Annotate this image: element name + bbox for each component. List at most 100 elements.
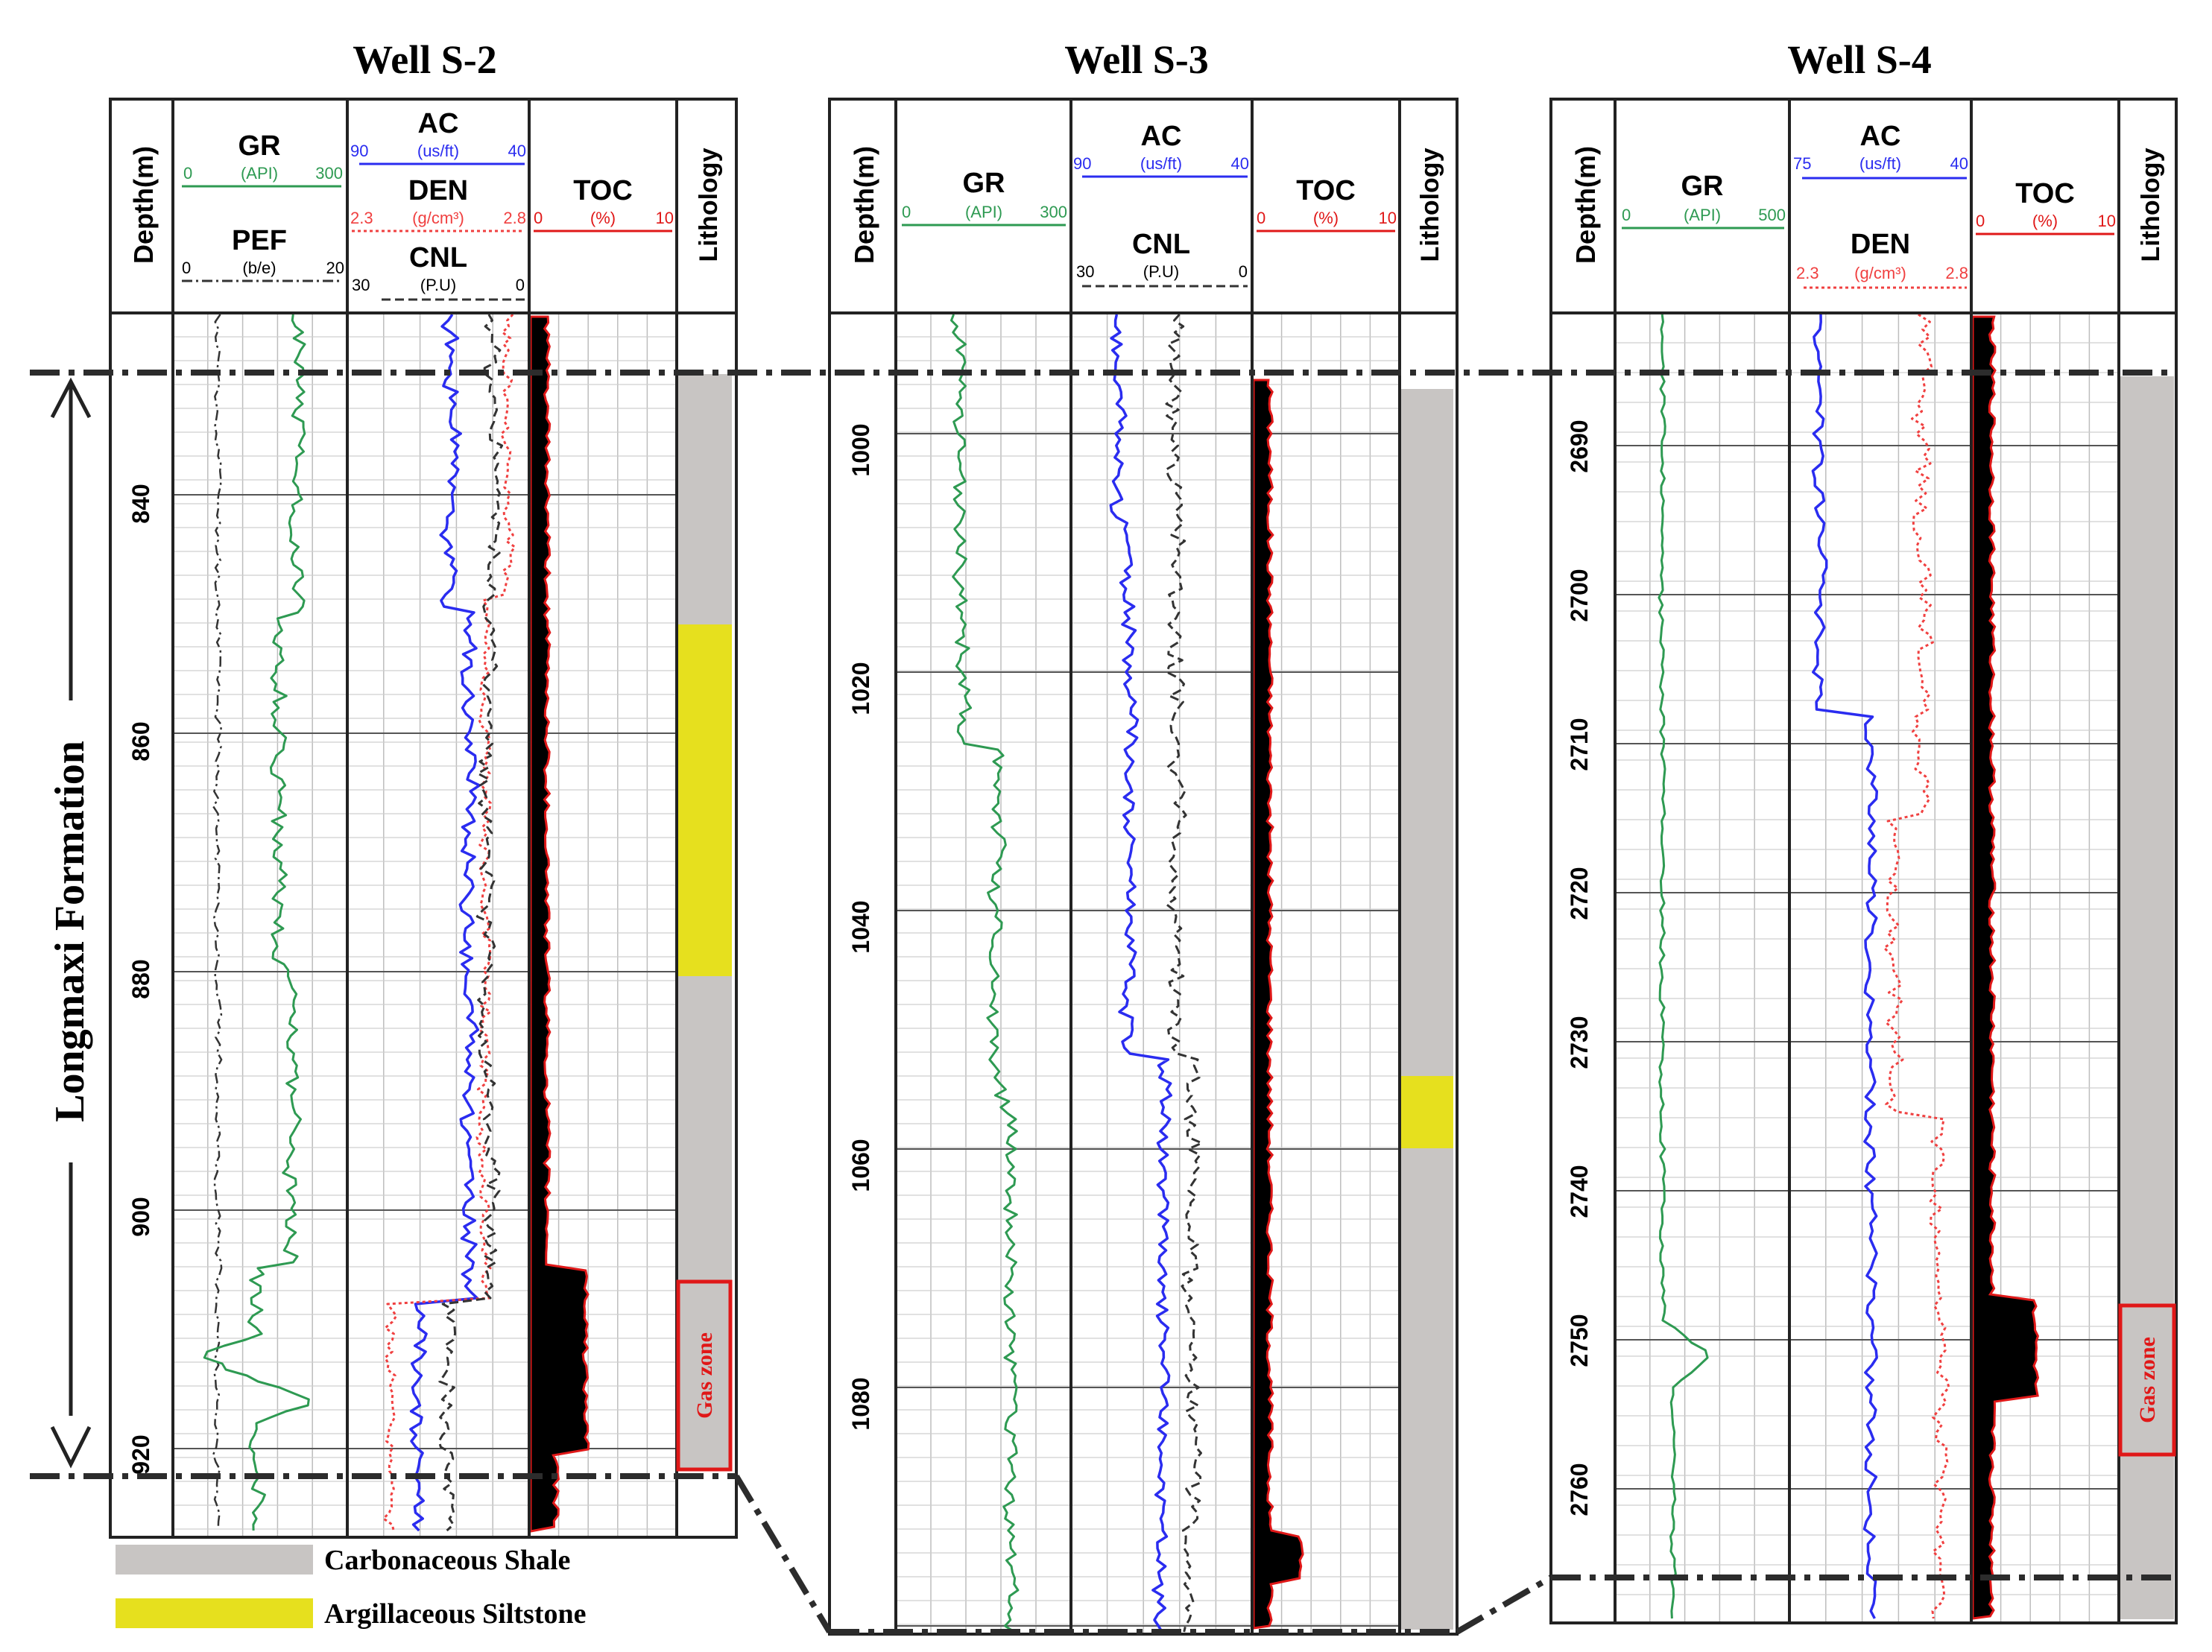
gas-zones: Gas zone Gas zone xyxy=(676,1279,2176,1472)
legend-swatch-argillaceous-siltstone xyxy=(116,1598,313,1628)
well-s4-frame xyxy=(1549,98,2178,1624)
well-s4-toc-unit: (%) xyxy=(2032,212,2058,230)
well-s2-pef-max: 20 xyxy=(326,259,344,277)
legend-label-carbonaceous-shale: Carbonaceous Shale xyxy=(324,1545,570,1576)
well-s2-cnl-max: 0 xyxy=(516,276,525,294)
well-s3-toc-fill xyxy=(1252,379,1304,1630)
well-s4-gr-min: 0 xyxy=(1622,206,1631,224)
well-s4-lithology-header: Lithology xyxy=(2137,148,2165,262)
well-s4-gr-unit: (API) xyxy=(1684,206,1721,224)
well-s2-lithology-header: Lithology xyxy=(695,148,723,262)
well-s4-ac-unit: (us/ft) xyxy=(1859,154,1901,173)
well-s3-gr-max: 300 xyxy=(1040,203,1067,221)
arrow-up-icon xyxy=(50,377,92,419)
well-s3-ac-max: 40 xyxy=(1231,154,1249,173)
well-s2-frame xyxy=(109,98,738,1539)
well-s3-toc-max: 10 xyxy=(1379,209,1397,227)
well-s2-depth-tick: 840 xyxy=(127,484,154,523)
well-s2-headers: Depth(m) GR (API) 0 300 PEF (b/e) 0 20 A… xyxy=(128,108,723,301)
well-s4-den-unit: (g/cm³) xyxy=(1854,264,1906,282)
well-s4-gr-name: GR xyxy=(1681,171,1724,202)
well-s2-pef-curve xyxy=(212,314,223,1530)
well-s4-den-min: 2.3 xyxy=(1796,264,1819,282)
formation-label-backdrop xyxy=(45,700,97,1162)
well-s2-ac-curve xyxy=(409,314,481,1532)
well-s2-ac-min: 90 xyxy=(350,142,368,160)
well-s2-pef-unit: (b/e) xyxy=(242,259,276,277)
well-s4-depth-tick: 2710 xyxy=(1566,718,1593,770)
well-s4-den-name: DEN xyxy=(1851,229,1910,260)
well-s4-gas-zone-box xyxy=(2118,1303,2176,1457)
well-s2-ac-name: AC xyxy=(418,108,459,139)
well-s4-headers: Depth(m) GR (API) 0 500 AC (us/ft) 75 40… xyxy=(1570,121,2165,289)
well-s4-depth-tick: 2700 xyxy=(1566,569,1593,621)
well-s2-gas-zone-box xyxy=(676,1279,733,1472)
well-s2-den-unit: (g/cm³) xyxy=(412,209,464,227)
well-s3-depth-tick: 1060 xyxy=(847,1139,874,1191)
well-s3-toc-name: TOC xyxy=(1296,175,1356,206)
well-s4-toc-fill xyxy=(1971,315,2040,1620)
s2-s3-base-tie-line xyxy=(733,1474,832,1634)
well-s4-toc-max: 10 xyxy=(2098,212,2116,230)
well-s2-lithology-shale-lower xyxy=(678,976,732,1468)
well-s2-toc-fill xyxy=(529,315,590,1533)
well-s3-depth-tick: 1020 xyxy=(847,662,874,715)
well-s3-headers: Depth(m) GR (API) 0 300 AC (us/ft) 90 40… xyxy=(849,121,1444,288)
well-s3-toc-min: 0 xyxy=(1257,209,1265,227)
well-s2-ac-unit: (us/ft) xyxy=(417,142,459,160)
well-s3-gr-curve xyxy=(950,314,1020,1633)
well-s3-depth-tick: 1080 xyxy=(847,1377,874,1430)
well-s3-lithology-header: Lithology xyxy=(1416,148,1444,262)
well-s2-depth-tick: 880 xyxy=(127,959,154,999)
well-s2-cnl-name: CNL xyxy=(409,242,467,273)
well-s4-gas-zone-label: Gas zone xyxy=(2135,1337,2160,1423)
well-s3-cnl-min: 30 xyxy=(1076,262,1094,281)
well-s4-depth-tick: 2720 xyxy=(1566,867,1593,920)
depth-labels: 840 860 880 900 920 1000 1020 1040 1060 … xyxy=(127,420,1593,1516)
well-s4-title: Well S-4 xyxy=(1787,37,1932,82)
well-s4-ac-curve xyxy=(1811,314,1879,1619)
well-s2-toc-max: 10 xyxy=(656,209,674,227)
legend: Carbonaceous Shale Argillaceous Siltston… xyxy=(116,1545,586,1630)
well-s3-depth-header: Depth(m) xyxy=(849,146,879,264)
well-s2-pef-name: PEF xyxy=(232,225,287,256)
well-s3-frame xyxy=(828,98,1459,1636)
well-s3-lithology-siltstone xyxy=(1401,1076,1453,1148)
well-s3-toc-unit: (%) xyxy=(1313,209,1339,227)
well-s3-ac-min: 90 xyxy=(1073,154,1091,173)
well-s4-depth-tick: 2740 xyxy=(1566,1165,1593,1218)
log-curves xyxy=(203,313,2040,1633)
well-s2-gr-min: 0 xyxy=(183,164,192,183)
well-s2-depth-tick: 900 xyxy=(127,1197,154,1236)
arrow-down-icon xyxy=(50,1425,92,1469)
well-s2-gr-max: 300 xyxy=(315,164,343,183)
well-s2-title: Well S-2 xyxy=(353,37,497,82)
well-s3-cnl-unit: (P.U) xyxy=(1143,262,1180,281)
well-s4-toc-min: 0 xyxy=(1976,212,1985,230)
well-s2-gas-zone-label: Gas zone xyxy=(692,1332,717,1419)
well-s4-depth-header: Depth(m) xyxy=(1570,146,1601,264)
well-s4-depth-tick: 2750 xyxy=(1566,1314,1593,1367)
well-s2-lithology-siltstone xyxy=(678,624,732,976)
well-s2-depth-header: Depth(m) xyxy=(128,146,159,264)
well-s2-gr-name: GR xyxy=(238,130,281,162)
legend-label-argillaceous-siltstone: Argillaceous Siltstone xyxy=(324,1598,586,1630)
well-s4-lithology-shale xyxy=(2120,376,2174,1619)
well-s3-cnl-curve xyxy=(1165,314,1203,1633)
s3-s4-base-tie-line xyxy=(1455,1575,1553,1635)
well-s3-gr-unit: (API) xyxy=(965,203,1002,221)
well-s2-den-name: DEN xyxy=(408,175,468,206)
well-s3-depth-tick: 1000 xyxy=(847,423,874,476)
well-s2-gr-unit: (API) xyxy=(241,164,278,183)
well-s2-den-curve xyxy=(382,313,516,1531)
well-s2-lithology-shale-upper xyxy=(678,374,732,624)
well-s3-ac-curve xyxy=(1109,314,1173,1633)
formation-arrow: Longmaxi Formation xyxy=(45,377,97,1469)
well-s4-depth-tick: 2760 xyxy=(1566,1463,1593,1516)
well-s4-ac-min: 75 xyxy=(1793,154,1811,173)
lithology-columns xyxy=(678,374,2174,1630)
well-s4-gr-curve xyxy=(1658,314,1709,1619)
well-s3-depth-tick: 1040 xyxy=(847,900,874,953)
well-s2-den-max: 2.8 xyxy=(503,209,526,227)
